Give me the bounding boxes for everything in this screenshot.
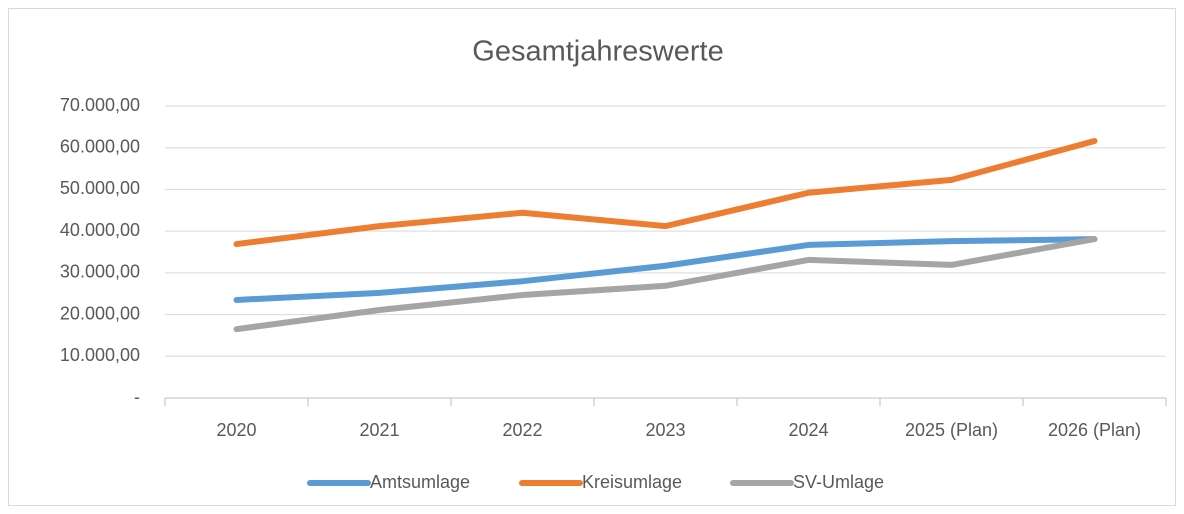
y-tick-label: - [134, 387, 140, 407]
y-tick-label: 40.000,00 [60, 220, 140, 240]
y-tick-label: 70.000,00 [60, 95, 140, 115]
x-tick-label: 2025 (Plan) [905, 420, 998, 440]
y-tick-label: 50.000,00 [60, 178, 140, 198]
series-line [233, 236, 1098, 333]
x-tick-label: 2021 [359, 420, 399, 440]
y-tick-label: 60.000,00 [60, 136, 140, 156]
x-tick-label: 2023 [645, 420, 685, 440]
chart-title: Gesamtjahreswerte [472, 36, 723, 68]
legend-label: SV-Umlage [793, 472, 884, 492]
x-tick-label: 2020 [216, 420, 256, 440]
legend-label: Amtsumlage [370, 472, 470, 492]
y-tick-label: 10.000,00 [60, 345, 140, 365]
y-tick-label: 20.000,00 [60, 303, 140, 323]
x-tick-label: 2022 [502, 420, 542, 440]
legend-label: Kreisumlage [582, 472, 682, 492]
x-tick-label: 2026 (Plan) [1048, 420, 1141, 440]
x-tick-label: 2024 [788, 420, 828, 440]
series-line [233, 236, 1098, 303]
series-line [233, 138, 1098, 248]
y-tick-label: 30.000,00 [60, 262, 140, 282]
